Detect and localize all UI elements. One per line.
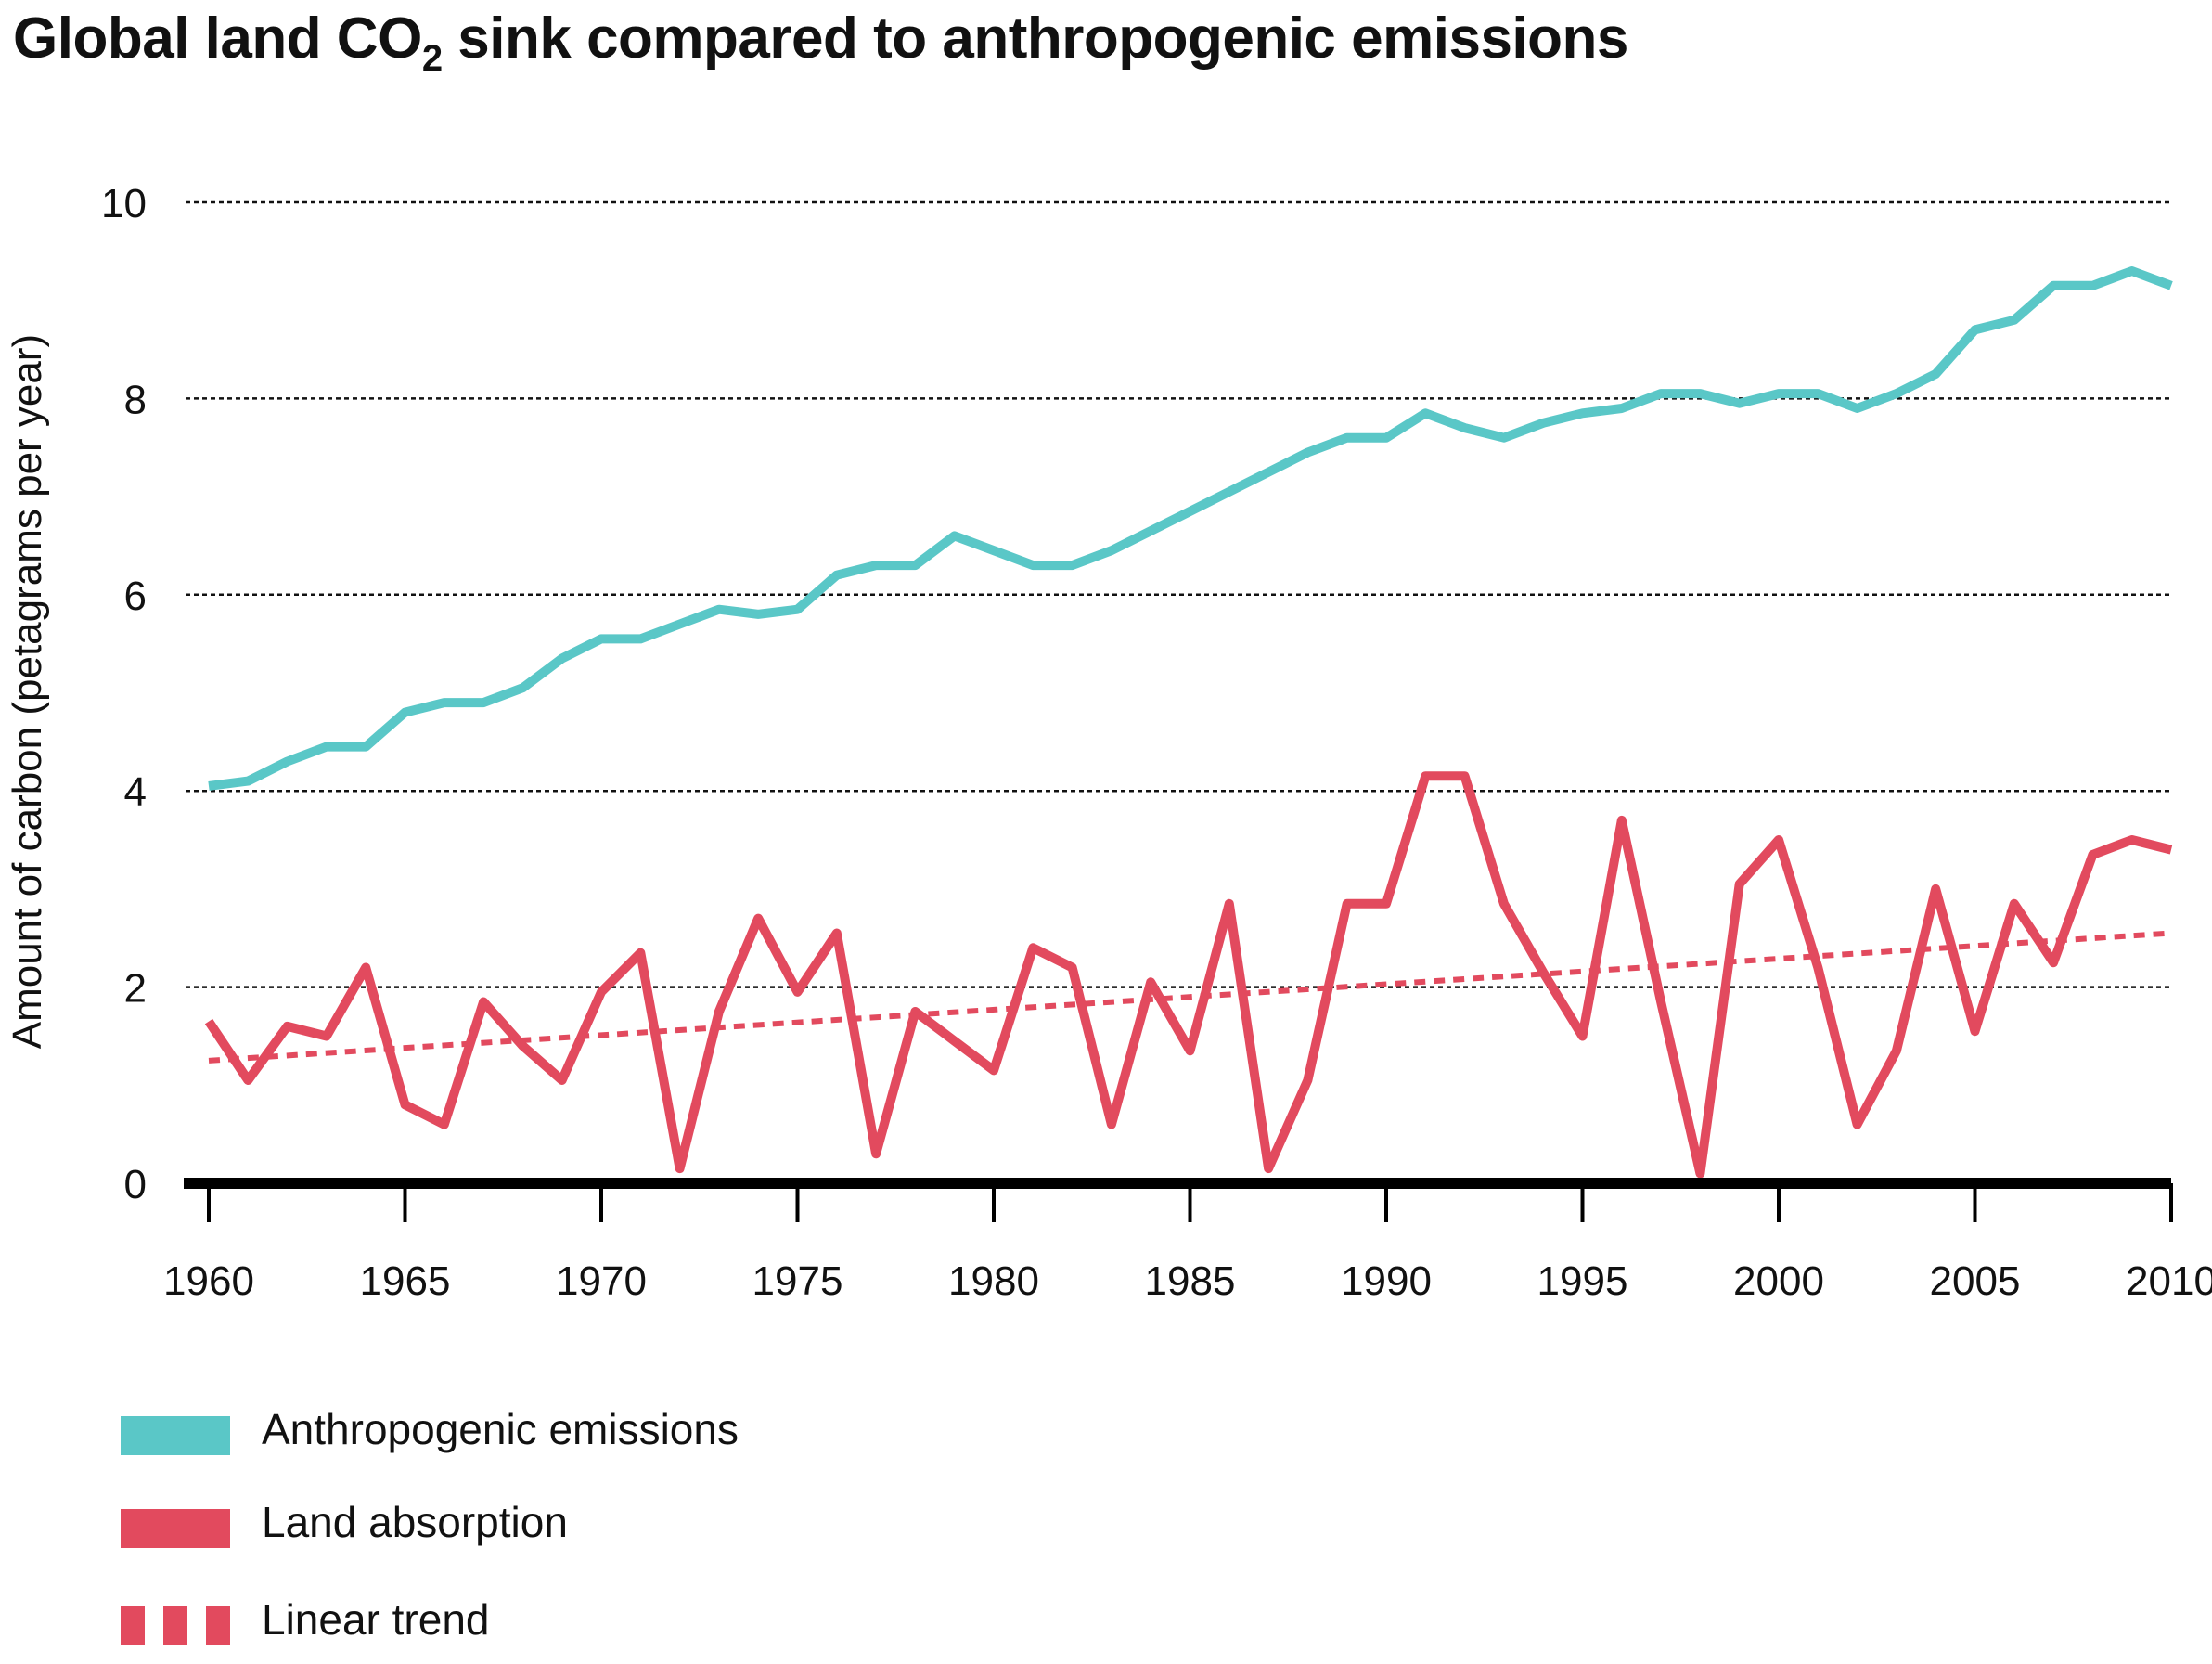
y-tick-label: 8	[124, 377, 147, 422]
x-tick-label: 1985	[1145, 1258, 1236, 1304]
x-tick-label: 2000	[1733, 1258, 1824, 1304]
legend-dash-segment	[206, 1606, 230, 1645]
line-chart: 0 2 4 6 8 10 1960 1965 1970 1975 1980 1985 1990 1995…	[5, 181, 2212, 1304]
series-line-trend	[208, 930, 2172, 1064]
series-line-emissions	[208, 266, 2173, 791]
legend-label-trend: Linear trend	[262, 1595, 490, 1644]
x-tick-label: 1965	[360, 1258, 451, 1304]
legend-swatch-emissions	[121, 1416, 230, 1455]
x-tick-label: 2005	[1930, 1258, 2021, 1304]
chart-title: Global land CO2 sink compared to anthrop…	[13, 6, 1628, 80]
legend-swatch-absorption	[121, 1509, 230, 1548]
x-tick-label: 2010	[2126, 1258, 2212, 1304]
legend-label-emissions: Anthropogenic emissions	[262, 1405, 739, 1453]
title-suffix: sink compared to anthropogenic emissions	[442, 6, 1628, 71]
y-axis-title: Amount of carbon (petagrams per year)	[5, 334, 50, 1049]
legend-dash-segment	[121, 1606, 145, 1645]
y-tick-label: 0	[124, 1162, 147, 1207]
y-tick-label: 4	[124, 769, 147, 815]
title-subscript: 2	[421, 38, 443, 79]
x-axis-ticks: 1960 1965 1970 1975 1980 1985 1990 1995 2000 2005…	[163, 1183, 2212, 1304]
x-tick-label: 1970	[556, 1258, 647, 1304]
x-tick-label: 1980	[948, 1258, 1039, 1304]
series-lines	[204, 266, 2173, 1179]
legend-dash-segment	[163, 1606, 187, 1645]
y-tick-label: 2	[124, 966, 147, 1012]
legend-swatch-trend	[121, 1606, 230, 1645]
x-tick-label: 1990	[1341, 1258, 1432, 1304]
x-tick-label: 1960	[163, 1258, 254, 1304]
x-tick-label: 1995	[1537, 1258, 1628, 1304]
grid-lines	[186, 200, 2171, 988]
legend-label-absorption: Land absorption	[262, 1498, 568, 1546]
x-tick-label: 1975	[752, 1258, 843, 1304]
y-axis-ticks: 0 2 4 6 8 10	[101, 181, 147, 1207]
series-line-absorption	[204, 771, 2173, 1179]
y-tick-label: 10	[101, 181, 147, 226]
y-tick-label: 6	[124, 574, 147, 619]
title-prefix: Global land CO	[13, 6, 422, 71]
